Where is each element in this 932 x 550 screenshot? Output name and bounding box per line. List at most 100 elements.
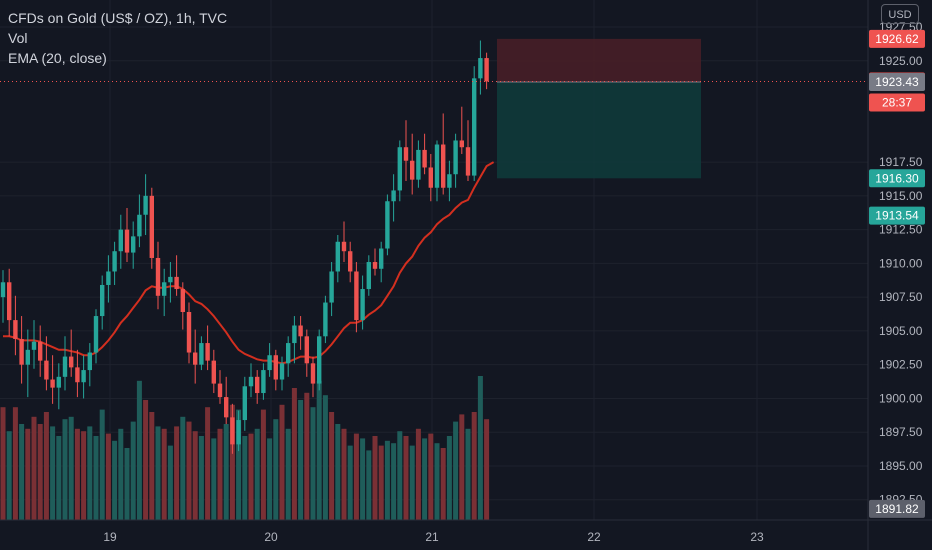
volume-bar	[0, 407, 6, 520]
candle	[323, 295, 328, 344]
volume-bar	[254, 428, 260, 520]
volume-bar	[267, 438, 273, 520]
candle-body	[379, 248, 384, 269]
candle-body	[341, 241, 347, 252]
candle	[180, 282, 185, 330]
candle-body	[317, 336, 322, 384]
candle-body	[50, 379, 55, 388]
candle-body	[224, 397, 229, 418]
candle	[403, 120, 409, 181]
candle	[155, 241, 161, 310]
legend-volume[interactable]: Vol	[8, 30, 28, 46]
candle-body	[155, 257, 161, 296]
currency-button[interactable]: USD	[881, 4, 919, 24]
price-label-entry: 1923.43	[869, 72, 925, 91]
volume-bar	[112, 440, 118, 520]
volume-bar	[56, 436, 62, 520]
x-tick-label: 19	[103, 530, 117, 544]
candle	[100, 275, 105, 330]
candle	[434, 140, 440, 202]
candle	[217, 370, 223, 404]
candle	[484, 52, 489, 90]
volume-bar	[50, 426, 56, 520]
volume-bar	[459, 414, 465, 520]
candle	[50, 355, 55, 404]
candle-body	[354, 271, 359, 321]
candle-body	[56, 376, 61, 388]
stop-loss-zone	[497, 38, 701, 82]
candle-body	[112, 251, 117, 272]
volume-bar	[415, 428, 421, 520]
candle-body	[292, 325, 297, 344]
candle-body	[428, 167, 433, 188]
candle	[13, 295, 18, 356]
candle-body	[149, 195, 154, 258]
volume-bar	[347, 445, 353, 520]
volume-bar	[211, 438, 217, 520]
candle	[75, 349, 80, 398]
candle	[118, 214, 123, 269]
candle	[149, 187, 154, 269]
volume-bar	[124, 448, 130, 520]
price-label-box	[869, 499, 925, 518]
volume-bar	[471, 412, 477, 520]
volume-bar	[304, 392, 310, 520]
candle-body	[131, 236, 136, 253]
volume-bar	[329, 412, 335, 520]
candle	[168, 262, 173, 303]
volume-bar	[167, 445, 173, 520]
y-tick-label: 1910.00	[879, 256, 923, 270]
volume-bar	[260, 409, 266, 520]
candle-body	[391, 190, 396, 202]
candle	[255, 370, 260, 404]
candle-body	[397, 147, 402, 191]
volume-bar	[440, 448, 446, 520]
candle	[298, 316, 303, 350]
candle	[19, 316, 24, 384]
candle	[242, 376, 247, 431]
y-tick-label: 1925.00	[879, 54, 923, 68]
volume-bar	[360, 438, 366, 520]
candle-body	[255, 376, 260, 394]
candle-body	[323, 302, 328, 337]
candle-body	[335, 241, 340, 272]
legend-ema[interactable]: EMA (20, close)	[8, 50, 107, 66]
candle-body	[410, 160, 415, 180]
volume-bar	[236, 409, 242, 520]
candle	[193, 329, 198, 384]
candle-body	[248, 376, 254, 387]
candle-body	[38, 341, 43, 361]
candle-body	[329, 271, 334, 303]
candle	[106, 255, 111, 303]
candle	[366, 255, 371, 296]
candle-body	[180, 289, 185, 312]
y-tick-label: 1915.00	[879, 189, 923, 203]
candle	[453, 133, 458, 188]
volume-bar	[62, 419, 68, 520]
price-label-low: 1891.82	[869, 499, 925, 518]
legend-symbol[interactable]: CFDs on Gold (US$ / OZ), 1h, TVC	[8, 10, 228, 26]
candle-body	[416, 149, 421, 180]
candle	[131, 221, 136, 269]
candle-body	[100, 284, 105, 317]
candle-body	[273, 355, 278, 380]
volume-bar	[149, 412, 155, 520]
candle	[410, 133, 415, 195]
candle-body	[87, 352, 92, 371]
candle-body	[261, 370, 266, 394]
candle-body	[31, 341, 37, 350]
volume-bar	[446, 436, 452, 520]
candle	[360, 275, 365, 330]
volume-bar	[174, 426, 180, 520]
candle-body	[372, 262, 378, 269]
candle	[441, 113, 446, 195]
volume-bar	[198, 436, 204, 520]
volume-bar	[136, 380, 142, 520]
price-label-text: 1916.30	[875, 171, 919, 185]
y-tick-label: 1902.50	[879, 358, 923, 372]
candle	[422, 133, 427, 175]
price-label-text: 1891.82	[875, 502, 919, 516]
volume-bar	[378, 445, 384, 520]
candle	[317, 329, 322, 391]
